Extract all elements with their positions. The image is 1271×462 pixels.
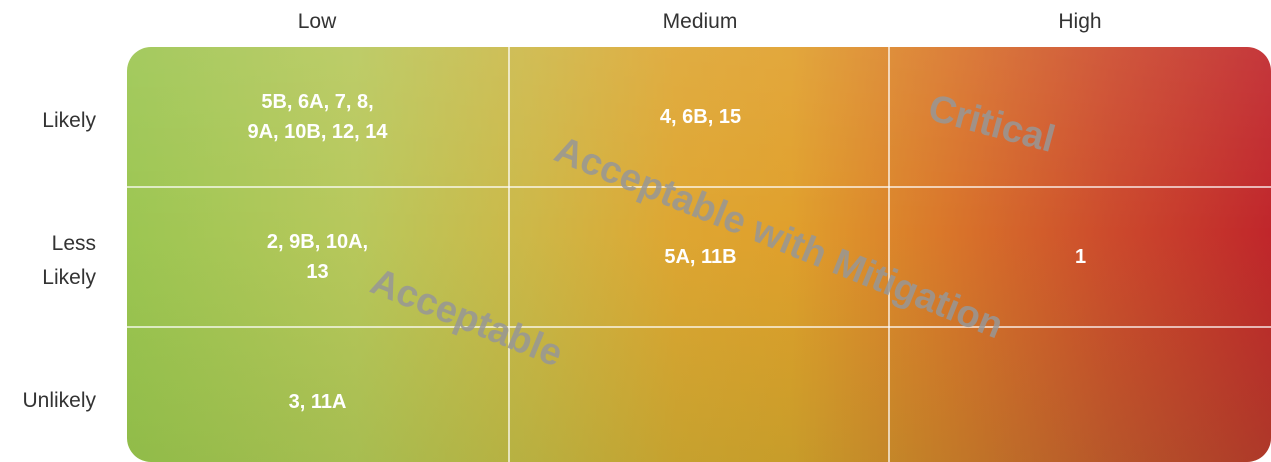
column-header: Low	[297, 10, 337, 33]
cell-line: 2, 9B, 10A,	[266, 231, 369, 253]
grid-line	[508, 47, 510, 462]
column-header: Medium	[662, 10, 738, 33]
cell: 1	[890, 187, 1271, 327]
column-header: High	[1058, 10, 1102, 33]
grid-line	[127, 186, 1271, 188]
row-header: Less Likely	[0, 227, 96, 295]
cell-line: 5B, 6A, 7, 8,	[261, 91, 374, 113]
cell-line: 4, 6B, 15	[659, 106, 742, 128]
row-header-line: Likely	[42, 266, 96, 289]
cell: 5A, 11B	[510, 187, 891, 327]
cell: 5B, 6A, 7, 8, 9A, 10B, 12, 14	[127, 47, 508, 187]
cell-line: 3, 11A	[288, 391, 347, 413]
matrix: 5B, 6A, 7, 8, 9A, 10B, 12, 14 4, 6B, 15 2, …	[127, 47, 1271, 462]
cell: 3, 11A	[127, 332, 508, 462]
row-header: Unlikely	[0, 384, 96, 418]
shade	[127, 47, 1271, 462]
cell-line: 5A, 11B	[664, 246, 737, 268]
grid-line	[127, 326, 1271, 328]
grid-line	[888, 47, 890, 462]
row-header-line: Unlikely	[22, 389, 96, 412]
cell: 4, 6B, 15	[510, 47, 891, 187]
cell-line: 13	[306, 261, 329, 283]
row-header-line: Likely	[42, 109, 96, 132]
cell-line: 1	[1074, 246, 1087, 268]
row-header-line: Less	[51, 232, 96, 255]
cell: 2, 9B, 10A, 13	[127, 187, 508, 327]
cell-line: 9A, 10B, 12, 14	[247, 121, 388, 143]
row-header: Likely	[0, 104, 96, 138]
